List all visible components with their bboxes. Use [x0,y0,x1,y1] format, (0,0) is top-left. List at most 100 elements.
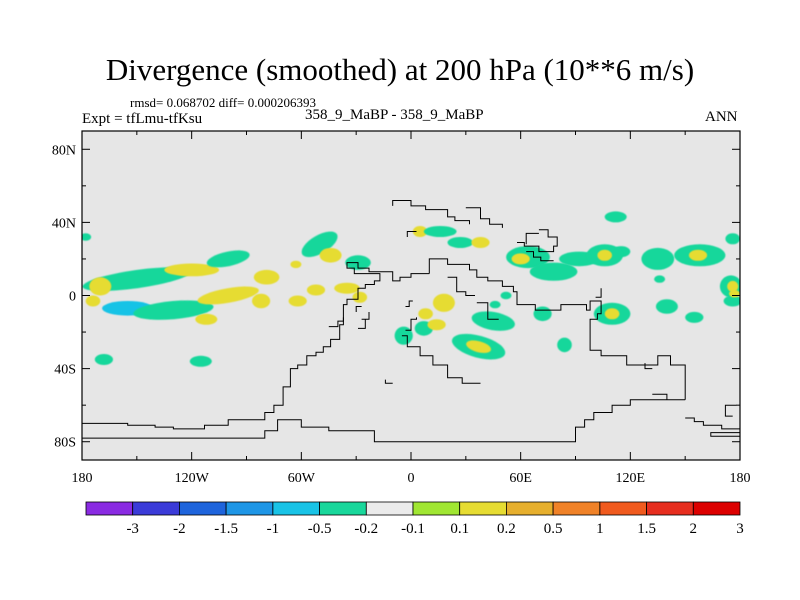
anomaly-contour-fill [723,295,740,307]
coastline [644,363,653,370]
coastline [355,306,362,312]
anomaly-contour-fill [164,263,220,277]
coastline [724,404,737,417]
coastline [392,200,470,225]
colorbar-label: 1.5 [637,521,656,537]
colorbar-label: 3 [736,521,744,537]
anomaly-contour-fill [306,284,326,296]
x-tick-label: 120E [616,471,646,486]
coastline [517,229,558,253]
coastline [710,432,740,437]
anomaly-contour-fill [597,249,612,261]
anomaly-contour-fill [94,354,113,365]
colorbar-label: -0.5 [308,521,332,537]
anomaly-contour-fill [85,295,101,307]
anomaly-contour-fill [290,260,302,269]
anomaly-contour-fill [529,262,578,281]
anomaly-contour-fill [288,295,307,307]
colorbar-label: 0.2 [497,521,516,537]
anomaly-contour-fill [427,319,446,331]
coastline [652,393,668,400]
colorbar-swatch [505,501,554,516]
anomaly-contour-fill [447,237,474,248]
x-tick-label: 60E [509,471,532,486]
anomaly-contour-fill [489,300,501,309]
anomaly-contour-fill [197,286,259,305]
y-tick-label: 80N [52,143,76,158]
anomaly-contour-fill [82,233,92,241]
coastline [595,288,602,298]
x-tick-label: 60W [288,471,316,486]
colorbar-label: -3 [126,521,139,537]
anomaly-contour-fill [729,290,740,298]
anomaly-contour-fill [334,282,360,294]
coastline [405,300,413,307]
period-label: ANN [705,109,738,125]
x-tick-label: 120W [175,471,210,486]
colorbar-swatch [365,501,414,516]
colorbar-label: 2 [690,521,698,537]
experiment-label: Expt = tfLmu-tfKsu [82,111,203,127]
y-tick-label: 0 [69,290,76,305]
colorbar-swatch [225,501,274,516]
anomaly-contour-fill [641,247,675,270]
anomaly-contour-fill [89,277,112,296]
coastline-layer [82,200,740,443]
colorbar-swatch [272,501,320,516]
anomaly-contour-fill [252,293,271,309]
colorbar-swatch [692,501,741,516]
colorbar-swatch [599,501,648,516]
coastline [82,262,430,430]
anomaly-contour-fill [727,280,739,292]
rmsd-diff-stats: rmsd= 0.068702 diff= 0.000206393 [130,95,316,110]
anomaly-contour-fill [301,231,338,258]
anomaly-contour-fill [471,311,515,331]
chart-title: Divergence (smoothed) at 200 hPa (10**6 … [105,52,695,87]
anomaly-contour-fill [418,308,433,320]
coastline [525,232,539,245]
coastline [401,335,481,384]
colorbar-swatch [646,501,694,516]
anomaly-contour-fill [725,233,740,245]
anomaly-contour-fill [253,269,280,285]
axis-ticks: 180 120W 60W 0 60E 120E 180 80N 40N 0 40S 80S [52,131,751,486]
anomaly-contour-fill [688,249,708,261]
colorbar-label: -0.1 [401,521,425,537]
anomaly-contour-fill [189,355,212,367]
anomaly-contour-fill [533,306,552,322]
coastline [476,302,499,320]
anomaly-contour-fill [604,211,627,223]
coastline [405,317,417,331]
anomaly-contour-fill [432,293,455,312]
colorbar-label: -0.2 [354,521,378,537]
anomaly-contour-fill [133,300,214,320]
anomaly-contour-fill [685,311,704,323]
anomaly-contour-fill [511,253,530,265]
coastline [428,258,686,400]
anomaly-contour-fill [319,248,342,263]
anomaly-contour-fill [471,237,490,248]
anomaly-contour-fill [352,291,368,303]
colorbar-label: -2 [173,521,186,537]
x-tick-label: 180 [730,471,751,486]
anomaly-contour-fill [557,337,572,353]
plot-background [82,131,740,460]
anomaly-contour-fill [655,299,678,314]
y-tick-label: 80S [54,436,76,451]
coastline [384,379,393,384]
colorbar-label: 1 [596,521,604,537]
x-tick-label: 180 [72,471,93,486]
coastline [328,317,344,328]
anomaly-contour-fill [206,250,250,268]
anomaly-contour-fill [654,275,666,283]
colorbar-swatch [132,501,180,516]
colorbar-label: 0.1 [450,521,469,537]
coastline [685,417,740,430]
colorbar-swatch [85,501,134,516]
colorbar-swatch [412,501,461,516]
coastline [447,276,475,296]
colorbar-swatch [178,501,227,516]
coastline [406,231,417,237]
coastline [82,399,686,443]
